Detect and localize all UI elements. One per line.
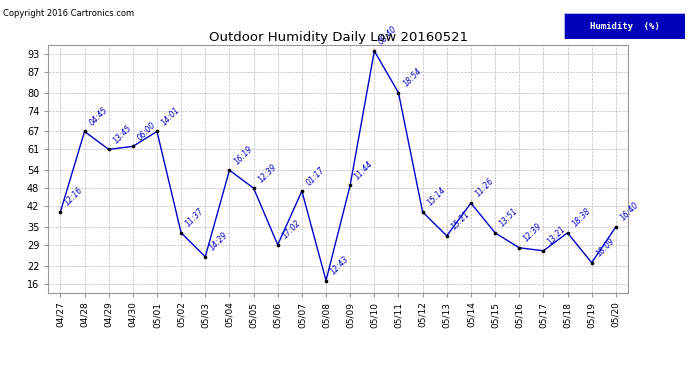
Text: 04:45: 04:45 xyxy=(88,105,109,127)
Text: 14:01: 14:01 xyxy=(160,105,181,127)
Text: 14:29: 14:29 xyxy=(208,231,230,252)
Text: 12:39: 12:39 xyxy=(257,162,278,184)
Text: 17:02: 17:02 xyxy=(281,219,302,241)
Point xyxy=(128,143,139,149)
Point xyxy=(152,129,163,135)
Text: 06:00: 06:00 xyxy=(136,120,157,142)
Text: 13:21: 13:21 xyxy=(546,225,568,247)
Text: 18:38: 18:38 xyxy=(571,207,592,229)
Point xyxy=(55,209,66,215)
Point xyxy=(586,260,598,266)
Point xyxy=(176,230,187,236)
Text: 15:14: 15:14 xyxy=(426,186,447,208)
Text: 18:54: 18:54 xyxy=(402,66,423,88)
Text: 13:51: 13:51 xyxy=(498,207,520,229)
Text: 16:40: 16:40 xyxy=(619,201,640,223)
Text: 08:40: 08:40 xyxy=(377,25,399,47)
Point xyxy=(611,224,622,230)
Point xyxy=(442,233,453,239)
Point xyxy=(393,90,404,96)
Point xyxy=(200,254,211,260)
Text: 12:16: 12:16 xyxy=(63,186,85,208)
Text: 12:43: 12:43 xyxy=(329,254,351,276)
Text: 11:26: 11:26 xyxy=(474,177,495,199)
Point xyxy=(273,242,284,248)
Text: Humidity  (%): Humidity (%) xyxy=(590,22,660,31)
Point xyxy=(369,48,380,54)
Point xyxy=(466,200,477,206)
Point xyxy=(297,188,308,194)
Text: 11:44: 11:44 xyxy=(353,159,375,181)
Text: 15:21: 15:21 xyxy=(450,210,471,232)
Point xyxy=(538,248,549,254)
Point xyxy=(321,278,332,284)
Text: 16:19: 16:19 xyxy=(233,144,254,166)
Title: Outdoor Humidity Daily Low 20160521: Outdoor Humidity Daily Low 20160521 xyxy=(208,31,468,44)
Text: 11:37: 11:37 xyxy=(184,207,206,229)
Point xyxy=(104,146,115,152)
Point xyxy=(224,167,235,173)
Point xyxy=(79,129,90,135)
Text: Copyright 2016 Cartronics.com: Copyright 2016 Cartronics.com xyxy=(3,9,135,18)
Point xyxy=(248,185,259,191)
Text: 12:39: 12:39 xyxy=(522,222,544,244)
Text: 18:09: 18:09 xyxy=(595,237,616,258)
Point xyxy=(514,245,525,251)
Point xyxy=(490,230,501,236)
Text: 13:45: 13:45 xyxy=(112,123,133,145)
Text: 01:17: 01:17 xyxy=(305,165,326,187)
Point xyxy=(562,230,573,236)
Point xyxy=(345,182,356,188)
Point xyxy=(417,209,428,215)
